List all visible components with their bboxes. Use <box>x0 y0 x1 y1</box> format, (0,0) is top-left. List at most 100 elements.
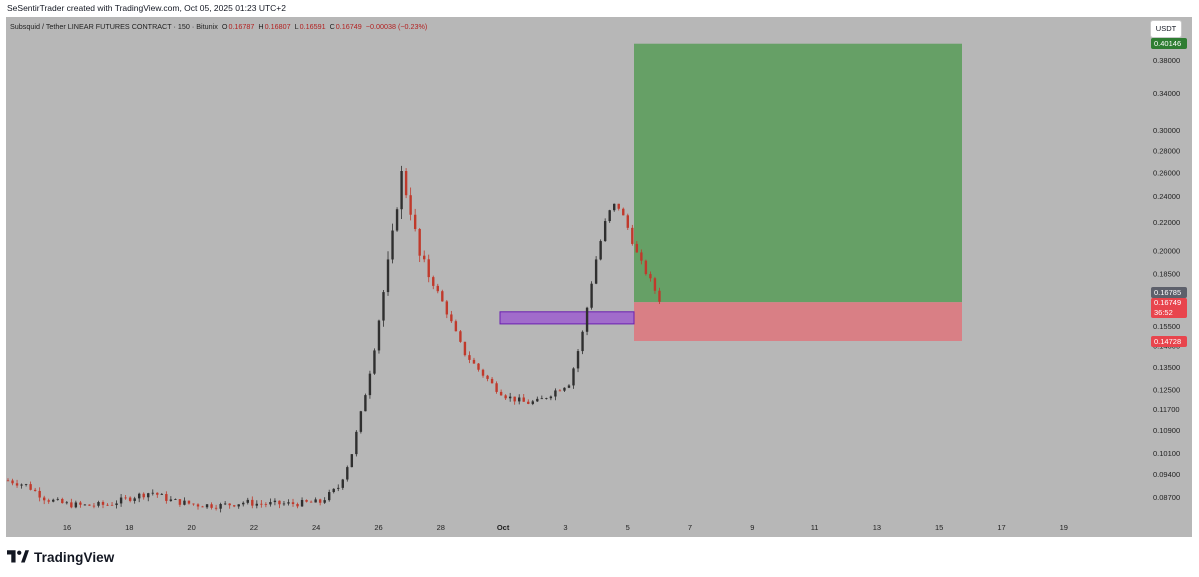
candle-body <box>219 504 222 509</box>
candle-body <box>133 498 136 501</box>
candle-body <box>513 396 516 402</box>
candle-body <box>368 373 372 396</box>
candle-body <box>223 503 227 505</box>
candle-body <box>251 499 254 506</box>
currency-selector[interactable]: USDT <box>1150 20 1182 38</box>
y-tick-label: 0.38000 <box>1153 56 1180 65</box>
candle-body <box>359 411 363 432</box>
y-tick-label: 0.18500 <box>1153 269 1180 278</box>
candle-body <box>47 500 50 502</box>
candle-body <box>499 391 503 396</box>
candle-body <box>346 467 349 480</box>
candle-body <box>545 398 548 399</box>
candle-body <box>33 489 37 491</box>
candle-body <box>445 301 449 315</box>
candle-body <box>124 497 127 499</box>
candle-body <box>52 499 55 502</box>
open-value: 0.16787 <box>228 22 255 31</box>
candle-body <box>590 283 593 308</box>
tradingview-logo[interactable]: TradingView <box>7 548 114 566</box>
candle-body <box>450 314 453 322</box>
x-tick-label: 15 <box>935 523 943 532</box>
candle-body <box>61 498 64 504</box>
candle-body <box>183 500 186 505</box>
candle-body <box>626 215 629 228</box>
candle-body <box>119 497 123 504</box>
y-tick-label: 0.30000 <box>1153 126 1180 135</box>
candle-body <box>558 390 562 392</box>
candle-body <box>305 499 308 502</box>
candle-body <box>413 214 417 230</box>
candle-body <box>88 504 91 506</box>
price-chart[interactable]: 0.38000 0.34000 0.30000 0.28000 0.26000 0.240… <box>6 17 1192 537</box>
candle-body <box>653 278 657 291</box>
candle-body <box>260 503 263 505</box>
candle-body <box>151 492 154 494</box>
symbol-name: Subsquid / Tether LINEAR FUTURES CONTRAC… <box>10 22 218 31</box>
candle-body <box>20 484 23 486</box>
chart-credit: SeSentirTrader created with TradingView.… <box>7 3 286 13</box>
candle-body <box>472 359 476 364</box>
candle-body <box>377 320 381 351</box>
candle-body <box>540 398 544 400</box>
x-tick-label: Oct <box>497 523 510 532</box>
x-tick-label: 5 <box>626 523 630 532</box>
candle-body <box>418 229 421 256</box>
candle-body <box>210 504 213 508</box>
candle-body <box>92 505 96 507</box>
candle-body <box>214 507 218 509</box>
x-tick-label: 3 <box>563 523 567 532</box>
candle-body <box>15 483 19 486</box>
candle-body <box>617 203 620 209</box>
change-value: −0.00038 (−0.23%) <box>365 22 428 31</box>
x-tick-label: 7 <box>688 523 692 532</box>
candle-body <box>554 390 557 397</box>
candle-body <box>603 221 607 242</box>
x-tick-label: 16 <box>63 523 71 532</box>
y-tick-label: 0.11700 <box>1153 405 1180 414</box>
candle-body <box>29 484 32 490</box>
chart-area[interactable]: 0.38000 0.34000 0.30000 0.28000 0.26000 0.240… <box>6 17 1192 537</box>
candle-body <box>594 259 598 284</box>
entry-price-tag: 0.16785 <box>1151 287 1187 298</box>
candle-body <box>576 351 580 369</box>
candle-body <box>187 500 191 504</box>
candle-body <box>486 375 489 379</box>
candle-body <box>156 492 159 495</box>
y-tick-label: 0.12500 <box>1153 386 1180 395</box>
y-tick-label: 0.34000 <box>1153 89 1180 98</box>
candle-body <box>490 378 494 384</box>
candle-body <box>395 209 399 231</box>
candle-body <box>640 252 643 261</box>
candle-body <box>291 502 295 505</box>
stop-price-tag: 0.14728 <box>1151 336 1187 347</box>
candle-body <box>599 241 602 260</box>
candle-body <box>608 210 611 222</box>
candle-body <box>264 504 268 505</box>
candle-body <box>56 498 59 500</box>
candle-body <box>178 499 182 505</box>
candle-body <box>441 291 444 302</box>
candle-body <box>38 490 41 498</box>
close-value: 0.16749 <box>335 22 362 31</box>
profit-zone <box>634 43 962 303</box>
candle-body <box>373 350 376 374</box>
candle-body <box>332 488 335 493</box>
candle-body <box>296 504 299 507</box>
candle-body <box>386 259 390 293</box>
candle-body <box>337 487 340 489</box>
x-tick-label: 9 <box>750 523 754 532</box>
candle-body <box>74 502 78 508</box>
candle-body <box>404 171 408 196</box>
candle-body <box>522 397 525 402</box>
candle-body <box>11 480 14 484</box>
candle-body <box>436 285 439 292</box>
candle-body <box>192 503 195 505</box>
candle-body <box>237 504 240 507</box>
candle-body <box>169 499 173 501</box>
y-tick-label: 0.09400 <box>1153 470 1180 479</box>
candle-body <box>355 431 358 455</box>
candle-body <box>536 398 539 402</box>
candle-body <box>24 484 28 485</box>
open-label: O <box>221 22 228 31</box>
